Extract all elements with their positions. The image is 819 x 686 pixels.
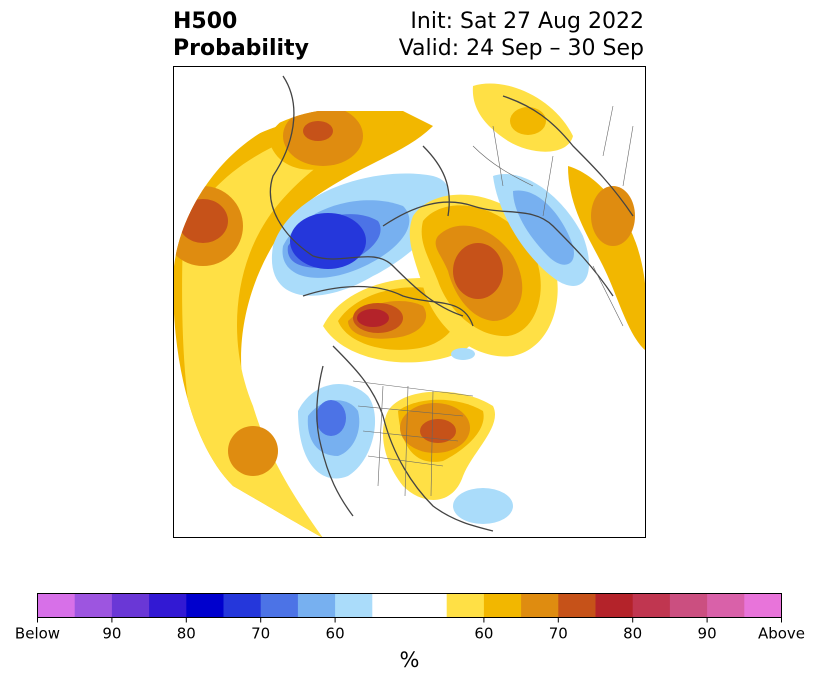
colorbar-swatch — [744, 593, 782, 618]
colorbar-tick-label: Above — [758, 625, 805, 643]
colorbar-swatch — [74, 593, 113, 618]
colorbar-tick-label: 60 — [326, 625, 345, 643]
colorbar-swatch — [446, 593, 485, 618]
colorbar-tick-label: 70 — [251, 625, 270, 643]
colorbar-tick-label: 90 — [102, 625, 121, 643]
colorbar-tick-label: 90 — [698, 625, 717, 643]
colorbar-swatch — [595, 593, 634, 618]
colorbar-unit: % — [399, 648, 420, 672]
colorbar-swatch — [260, 593, 299, 618]
colorbar-swatch — [521, 593, 559, 618]
colorbar-swatch — [149, 593, 187, 618]
colorbar-tick-label: 80 — [177, 625, 196, 643]
colorbar-swatch — [223, 593, 262, 618]
coastlines — [269, 75, 634, 532]
colorbar-swatch — [37, 593, 76, 618]
probability-colorbar: Below 90 80 70 60 60 70 80 90 Above — [15, 593, 805, 643]
map-title: H500 Probability — [173, 8, 309, 62]
colorbar-swatch — [669, 593, 708, 618]
map-frame — [173, 66, 646, 538]
colorbar-swatch — [297, 593, 336, 618]
colorbar-swatch — [707, 593, 745, 618]
colorbar-tick-label: 60 — [474, 625, 493, 643]
valid-range: Valid: 24 Sep – 30 Sep — [398, 36, 644, 61]
colorbar-swatch — [186, 593, 224, 618]
colorbar-ticks: Below 90 80 70 60 60 70 80 90 Above — [15, 617, 805, 643]
colorbar-swatch — [632, 593, 671, 618]
map-subtitle: Init: Sat 27 Aug 2022 Valid: 24 Sep – 30… — [399, 8, 644, 62]
init-date: Init: Sat 27 Aug 2022 — [410, 9, 644, 34]
colorbar-swatch — [409, 593, 448, 618]
colorbar-swatches — [37, 593, 782, 618]
colorbar-swatch — [372, 593, 410, 618]
colorbar-frame — [37, 593, 782, 618]
colorbar-tick-label: Below — [15, 625, 60, 643]
title-product: Probability — [173, 36, 309, 61]
title-variable: H500 — [173, 9, 238, 34]
colorbar-swatch — [558, 593, 596, 618]
borders — [352, 105, 634, 497]
probability-contours — [173, 83, 646, 538]
colorbar-swatch — [111, 593, 150, 618]
probability-map — [173, 66, 646, 538]
colorbar-swatch — [335, 593, 373, 618]
colorbar-swatch — [483, 593, 522, 618]
colorbar-tick-label: 70 — [549, 625, 568, 643]
colorbar-tick-label: 80 — [623, 625, 642, 643]
